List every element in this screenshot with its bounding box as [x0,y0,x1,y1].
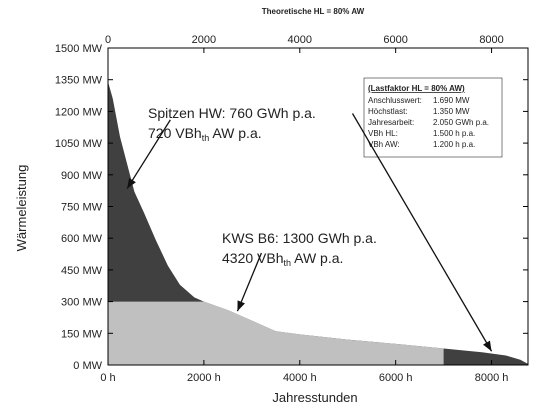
annotation-kws-line1: KWS B6: 1300 GWh p.a. [222,230,377,246]
annotation-spitzen-vbh: 720 VBh [148,125,202,141]
info-row-label: VBh AW: [368,140,400,149]
x-tick-label: 4000 h [283,372,317,384]
y-tick-label: 750 MW [61,202,103,214]
x-tick-label: 0 h [100,372,115,384]
x-axis-top: 0 2000 4000 6000 8000 [105,34,504,53]
info-box-rows: Anschlusswert: 1.690 MW Höchstlast: 1.350 M… [368,96,489,149]
y-tick-label: 600 MW [61,233,103,245]
y-axis: 0 MW 150 MW 300 MW 450 MW 600 MW 750 MW 900 MW… [55,43,528,372]
y-tick-label: 0 MW [73,360,102,372]
arrow-line [351,113,493,352]
y-tick-label: 1500 MW [55,43,103,55]
y-axis-title: Wärmeleistung [14,165,29,252]
annotation-arrows [126,113,493,352]
annotation-kws-sub: th [284,258,292,268]
arrow-head [483,340,492,352]
annotation-kws-line2: 4320 VBhth AW p.a. [222,250,343,268]
info-row-value: 1.200 h p.a. [433,140,475,149]
info-row-value: 1.500 h p.a. [433,129,475,138]
annotation-spitzen-aw: AW p.a. [209,125,261,141]
info-row-label: Jahresarbeit: [368,118,414,127]
annotations: Spitzen HW: 760 GWh p.a. 720 VBhth AW p.… [148,105,377,268]
info-box-frame [363,77,503,158]
x-tick-label: 8000 h [475,372,509,384]
y-tick-label: 1200 MW [55,106,103,118]
arrow-line [236,252,263,312]
annotation-spitzen-line2: 720 VBhth AW p.a. [148,125,262,143]
chart-title: Theoretische HL = 80% AW [262,7,365,16]
arrow-head [237,300,245,312]
annotation-spitzen-sub: th [202,133,210,143]
info-box: (Lastfaktor HL = 80% AW) Anschlusswert: 1… [363,77,503,158]
info-row-value: 2.050 GWh p.a. [433,118,489,127]
info-row-value: 1.350 MW [433,107,470,116]
x-axis-title: Jahresstunden [272,390,357,405]
info-row-label: Höchstlast: [368,107,408,116]
x-tick-label: 6000 h [379,372,413,384]
y-tick-label: 300 MW [61,297,103,309]
annotation-kws-vbh: 4320 VBh [222,250,284,266]
x-axis-bottom: 0 h 2000 h 4000 h 6000 h 8000 h [100,360,508,384]
annotation-spitzen-line1: Spitzen HW: 760 GWh p.a. [148,105,316,121]
y-tick-label: 150 MW [61,328,103,340]
x-tick-label: 2000 h [187,372,221,384]
arrow-line [126,119,171,189]
x-top-tick-label: 8000 [479,34,503,46]
info-row-value: 1.690 MW [433,96,470,105]
x-top-tick-label: 2000 [192,34,216,46]
x-top-tick-label: 6000 [383,34,407,46]
arrow-head [127,177,136,189]
y-tick-label: 1350 MW [55,75,103,87]
info-row-label: VBh HL: [368,129,398,138]
x-top-tick-label: 4000 [288,34,312,46]
annotation-kws-aw: AW p.a. [291,250,343,266]
x-top-tick-label: 0 [105,34,111,46]
info-row-label: Anschlusswert: [368,96,422,105]
y-tick-label: 1050 MW [55,138,103,150]
kws-b6-area [108,301,444,365]
y-tick-label: 900 MW [61,170,103,182]
info-box-title: (Lastfaktor HL = 80% AW) [368,84,465,93]
y-tick-label: 450 MW [61,265,103,277]
